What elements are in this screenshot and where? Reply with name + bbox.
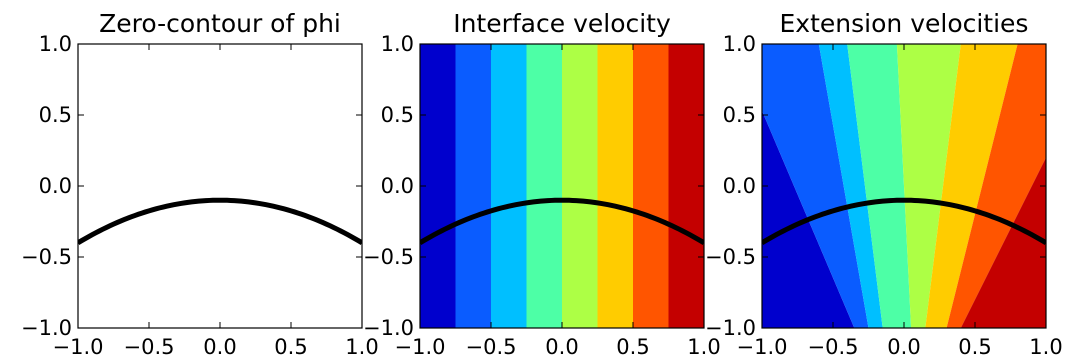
zero-contour-line [78, 197, 362, 245]
velocity-band [597, 44, 633, 328]
x-tick-labels: −1.0 −0.5 0.0 0.5 1.0 [737, 335, 1063, 359]
x-tick-labels: −1.0 −0.5 0.0 0.5 1.0 [395, 335, 721, 359]
chart-title: Interface velocity [453, 9, 671, 38]
x-tick-label: −1.0 [395, 335, 446, 359]
x-tick-label: 0.0 [203, 335, 236, 359]
zero-contour-group [420, 197, 704, 245]
tick-marks [419, 43, 705, 329]
y-tick-label: 0.5 [381, 103, 414, 127]
x-tick-label: 0.5 [958, 335, 991, 359]
panel-interface-velocity: Interface velocity −1.0 −0.5 0.0 0.5 1.0… [363, 9, 721, 359]
chart-title: Extension velocities [780, 9, 1029, 38]
velocity-region [946, 44, 1046, 328]
velocity-band [526, 44, 562, 328]
y-tick-label: −0.5 [363, 245, 414, 269]
y-tick-label: −0.5 [21, 245, 72, 269]
y-tick-labels: 1.0 0.5 0.0 −0.5 −1.0 [705, 32, 756, 340]
tick-marks [77, 43, 363, 329]
x-tick-labels: −1.0 −0.5 0.0 0.5 1.0 [53, 335, 379, 359]
x-tick-label: 0.0 [887, 335, 920, 359]
zero-contour-group [762, 197, 1046, 245]
y-tick-label: −0.5 [705, 245, 756, 269]
y-tick-label: 0.0 [381, 174, 414, 198]
y-tick-label: −1.0 [21, 316, 72, 340]
y-tick-label: 0.5 [39, 103, 72, 127]
x-tick-label: 0.5 [616, 335, 649, 359]
y-tick-labels: 1.0 0.5 0.0 −0.5 −1.0 [363, 32, 414, 340]
y-tick-labels: 1.0 0.5 0.0 −0.5 −1.0 [21, 32, 72, 340]
y-tick-label: 0.0 [723, 174, 756, 198]
velocity-region [896, 44, 961, 328]
x-tick-label: 1.0 [345, 335, 378, 359]
zero-contour-group [78, 197, 362, 245]
velocity-bands [420, 44, 704, 328]
panel-extension-velocities: Extension velocities −1.0 −0.5 0.0 0.5 1… [705, 9, 1063, 359]
velocity-region [925, 44, 1018, 328]
zero-contour-line [762, 197, 1046, 245]
y-tick-label: 1.0 [723, 32, 756, 56]
y-tick-label: 0.5 [723, 103, 756, 127]
y-tick-label: 1.0 [39, 32, 72, 56]
x-tick-label: −1.0 [737, 335, 788, 359]
panel-zero-contour: Zero-contour of phi −1.0 −0.5 0.0 0.5 1.… [21, 9, 379, 359]
plot-fill [78, 44, 362, 328]
velocity-band [633, 44, 669, 328]
zero-contour-line [420, 197, 704, 245]
velocity-band [455, 44, 491, 328]
velocity-regions [762, 44, 1046, 328]
x-tick-label: −1.0 [53, 335, 104, 359]
velocity-region [762, 110, 855, 328]
tick-marks [761, 43, 1047, 329]
y-tick-label: −1.0 [705, 316, 756, 340]
y-tick-label: 0.0 [39, 174, 72, 198]
x-tick-label: 0.0 [545, 335, 578, 359]
x-tick-label: −0.5 [808, 335, 859, 359]
velocity-region [762, 44, 869, 328]
y-tick-label: −1.0 [363, 316, 414, 340]
x-tick-label: −0.5 [124, 335, 175, 359]
velocity-region [960, 157, 1046, 328]
velocity-band [491, 44, 527, 328]
x-tick-label: 1.0 [687, 335, 720, 359]
x-tick-label: 0.5 [274, 335, 307, 359]
chart-title: Zero-contour of phi [99, 9, 341, 38]
velocity-region [818, 44, 883, 328]
y-tick-label: 1.0 [381, 32, 414, 56]
plot-background [78, 44, 362, 328]
velocity-region [847, 44, 912, 328]
x-tick-label: −0.5 [466, 335, 517, 359]
velocity-band [562, 44, 598, 328]
x-tick-label: 1.0 [1029, 335, 1062, 359]
